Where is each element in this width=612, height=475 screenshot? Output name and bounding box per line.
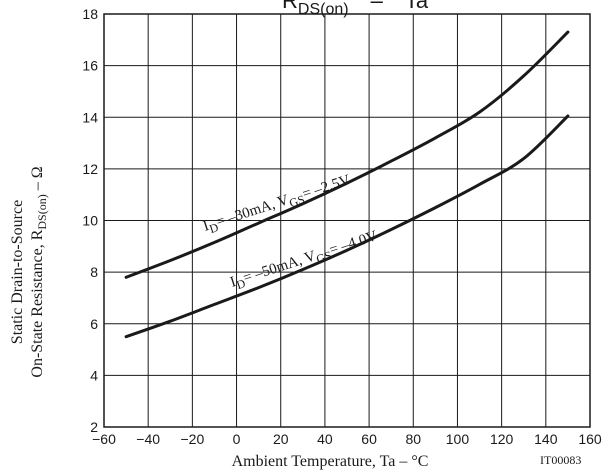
series-line-2 xyxy=(124,114,570,339)
y-tick-label: 6 xyxy=(90,316,98,332)
y-tick-label: 12 xyxy=(82,161,98,177)
series-label-1: ID= –30mA, VGS= –2.5V xyxy=(201,172,353,238)
grid xyxy=(104,14,590,427)
x-tick-label: 20 xyxy=(273,431,289,447)
y-tick-label: 16 xyxy=(82,58,98,74)
x-tick-label: −60 xyxy=(92,431,116,447)
x-tick-label: 100 xyxy=(446,431,470,447)
x-tick-label: 120 xyxy=(490,431,514,447)
x-tick-label: 80 xyxy=(405,431,421,447)
series-line-1 xyxy=(124,30,570,279)
y-tick-label: 10 xyxy=(82,213,98,229)
y-tick-label: 4 xyxy=(90,367,98,383)
y-tick-label: 2 xyxy=(90,419,98,435)
series-group xyxy=(124,30,570,339)
y-tick-label: 18 xyxy=(82,6,98,22)
x-tick-label: −40 xyxy=(136,431,160,447)
y-axis-label-line2: On-State Resistance, RDS(on) – Ω xyxy=(29,166,49,377)
chart-title: RDS(on) – Ta xyxy=(282,0,429,18)
x-tick-label: 0 xyxy=(233,431,241,447)
y-tick-labels: 2 4 6 8 10 12 14 16 18 xyxy=(82,6,98,435)
y-axis-label-line1: Static Drain-to-Source xyxy=(9,200,26,344)
x-tick-labels: −60 −40 −20 0 20 40 60 80 100 120 140 160 xyxy=(92,431,602,447)
series-label-2: ID= –50mA, VGS= –4.0V xyxy=(228,228,380,294)
plot-frame xyxy=(103,13,591,428)
figure-code: IT00083 xyxy=(540,453,581,467)
x-tick-label: 60 xyxy=(361,431,377,447)
y-axis-label: Static Drain-to-Source On-State Resistan… xyxy=(9,166,49,377)
x-tick-label: 160 xyxy=(578,431,602,447)
y-tick-label: 14 xyxy=(82,109,98,125)
x-tick-label: −20 xyxy=(180,431,204,447)
y-tick-label: 8 xyxy=(90,264,98,280)
x-tick-label: 140 xyxy=(534,431,558,447)
x-tick-label: 40 xyxy=(317,431,333,447)
x-axis-label: Ambient Temperature, Ta – °C xyxy=(232,453,429,470)
